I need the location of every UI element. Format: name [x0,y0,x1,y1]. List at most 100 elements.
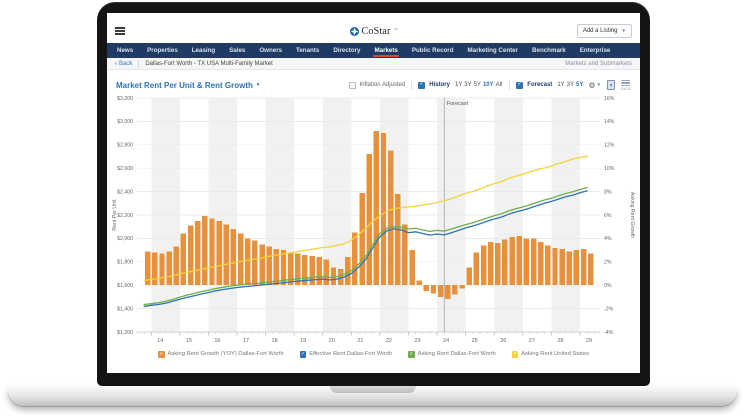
legend-item-asking-rent-united-states[interactable]: ✓ Asking Rent United States [511,350,589,358]
nav-item-owners[interactable]: Owners [259,47,283,54]
hamburger-menu-icon[interactable] [115,26,125,37]
svg-text:15: 15 [186,338,192,344]
nav-item-news[interactable]: News [117,47,134,54]
controls-divider [411,80,413,90]
svg-text:$3,000: $3,000 [117,119,133,125]
svg-text:12%: 12% [604,143,615,149]
svg-text:14: 14 [157,338,163,344]
svg-text:$2,600: $2,600 [117,166,133,172]
forecast-checkbox[interactable]: ✓ [516,81,524,89]
svg-text:4%: 4% [604,236,612,242]
laptop-base [8,386,737,406]
back-button[interactable]: ‹ Back [115,61,132,67]
inflation-adjusted-label[interactable]: Inflation Adjusted [359,82,406,88]
svg-text:$2,400: $2,400 [117,189,133,195]
app-screen: CoStar ™ Add a Listing ▼ News Properties L… [107,13,640,373]
nav-item-public-record[interactable]: Public Record [411,47,454,54]
legend-item-effective-rent-dallas-fort-worth[interactable]: ✓ Effective Rent Dallas-Fort Worth [299,350,392,358]
svg-text:$1,800: $1,800 [117,260,133,266]
legend-checkbox[interactable]: ✓ [511,350,519,358]
right-axis: 16% 14% 12% 10% 8% 6% 4% 2% 0% -2% -4% Asking Rent … [604,96,635,336]
nav-item-benchmark[interactable]: Benchmark [532,47,566,54]
nav-item-tenants[interactable]: Tenants [296,47,320,54]
gridlines [137,97,600,333]
effective-rent-dallas-fort-worth-line[interactable] [143,190,588,307]
nav-item-directory[interactable]: Directory [333,47,361,54]
history-range-10y[interactable]: 10Y [482,82,494,88]
svg-text:20: 20 [329,338,335,344]
chevron-down-icon: ▼ [621,27,626,33]
inflation-adjusted-checkbox[interactable] [348,81,356,89]
forecast-label[interactable]: Forecast [527,82,553,88]
x-axis: 14 15 16 17 18 19 20 21 22 23 24 25 26 27 28 29 [136,332,595,344]
svg-text:16%: 16% [604,96,615,102]
svg-text:$3,200: $3,200 [117,96,133,102]
asking-rent-united-states-line[interactable] [143,155,588,282]
chart-legend: ✓ Asking Rent Growth (YOY) Dallas-Fort Wo… [107,351,640,358]
svg-text:8%: 8% [604,189,612,195]
chevron-down-icon: ▼ [596,81,601,87]
chevron-left-icon: ‹ [115,60,117,67]
nav-item-sales[interactable]: Sales [229,47,246,54]
history-range-all[interactable]: All [495,82,503,88]
svg-text:Forecast: Forecast [447,101,469,107]
svg-text:21: 21 [357,338,363,344]
legend-item-asking-rent-growth-yoy-dallas-fort-worth[interactable]: ✓ Asking Rent Growth (YOY) Dallas-Fort Wo… [158,351,284,358]
rent-chart: Forecast 14 15 16 17 18 19 20 21 22 23 24 25 26 27 28 29… [112,96,635,344]
breadcrumb-divider [138,59,140,68]
forecast-range-1y[interactable]: 1Y [557,82,565,88]
history-range-1y[interactable]: 1Y [454,82,463,88]
svg-text:$2,800: $2,800 [117,143,133,149]
history-range-3y[interactable]: 3Y [464,82,472,88]
chart-title-label: Market Rent Per Unit & Rent Growth [116,80,253,90]
svg-text:0%: 0% [604,283,612,289]
controls-divider [509,80,511,90]
nav-item-enterprise[interactable]: Enterprise [579,47,611,54]
nav-item-leasing[interactable]: Leasing [191,47,216,54]
market-title: Dallas-Fort Worth - TX USA Multi-Family … [145,60,273,67]
add-listing-button[interactable]: Add a Listing ▼ [576,24,632,38]
nav-item-markets[interactable]: Markets [367,43,404,58]
chart-title-dropdown[interactable]: Market Rent Per Unit & Rent Growth ▼ [116,81,260,90]
svg-text:26: 26 [500,338,506,344]
forecast-range-3y[interactable]: 3Y [566,82,574,88]
svg-text:17: 17 [243,338,249,344]
svg-text:14%: 14% [604,119,615,125]
main-nav: News Properties Leasing Sales Owners Tenants D… [107,43,640,58]
nav-item-marketing-center[interactable]: Marketing Center [467,47,519,54]
chart-header: Market Rent Per Unit & Rent Growth ▼ Inf… [107,75,640,95]
svg-text:-2%: -2% [604,306,614,312]
svg-text:22: 22 [386,338,392,344]
markets-submarkets-link[interactable]: Markets and Submarkets [565,60,632,67]
forecast-range-options: 1Y 3Y 5Y [556,82,584,88]
svg-text:$1,400: $1,400 [117,306,133,312]
forecast-range-5y[interactable]: 5Y [576,82,584,88]
svg-text:Asking Rent Growth: Asking Rent Growth [629,192,635,238]
nav-item-properties[interactable]: Properties [147,47,178,54]
left-axis: $3,200 $3,000 $2,800 $2,600 $2,400 $2,200 $2,0… [112,96,133,336]
breadcrumb: ‹ Back Dallas-Fort Worth - TX USA Multi-… [107,58,640,70]
legend-checkbox[interactable]: ✓ [408,350,415,358]
history-range-5y[interactable]: 5Y [473,82,481,88]
logo-trademark: ™ [393,27,398,32]
svg-text:-4%: -4% [604,330,614,336]
legend-checkbox[interactable]: ✓ [158,350,165,358]
data-grid-glyph [621,79,631,87]
chevron-down-icon: ▼ [255,81,261,87]
svg-text:19: 19 [300,338,306,344]
svg-text:28: 28 [557,338,563,344]
svg-text:25: 25 [472,338,478,344]
data-table-icon[interactable]: DATA [621,79,631,91]
history-checkbox[interactable]: ✓ [418,81,426,89]
svg-text:$2,000: $2,000 [117,236,133,242]
growth-bars-series[interactable] [144,130,594,300]
history-label[interactable]: History [429,82,450,88]
svg-text:6%: 6% [604,213,612,219]
legend-checkbox[interactable]: ✓ [299,350,307,358]
asking-rent-dallas-fort-worth-line[interactable] [143,186,588,306]
export-file-icon[interactable] [606,80,615,90]
legend-item-asking-rent-dallas-fort-worth[interactable]: ✓ Asking Rent Dallas-Fort Worth [408,351,496,358]
legend-label: Asking Rent Dallas-Fort Worth [417,351,496,358]
settings-gear-button[interactable]: ⚙ ▼ [588,80,601,90]
